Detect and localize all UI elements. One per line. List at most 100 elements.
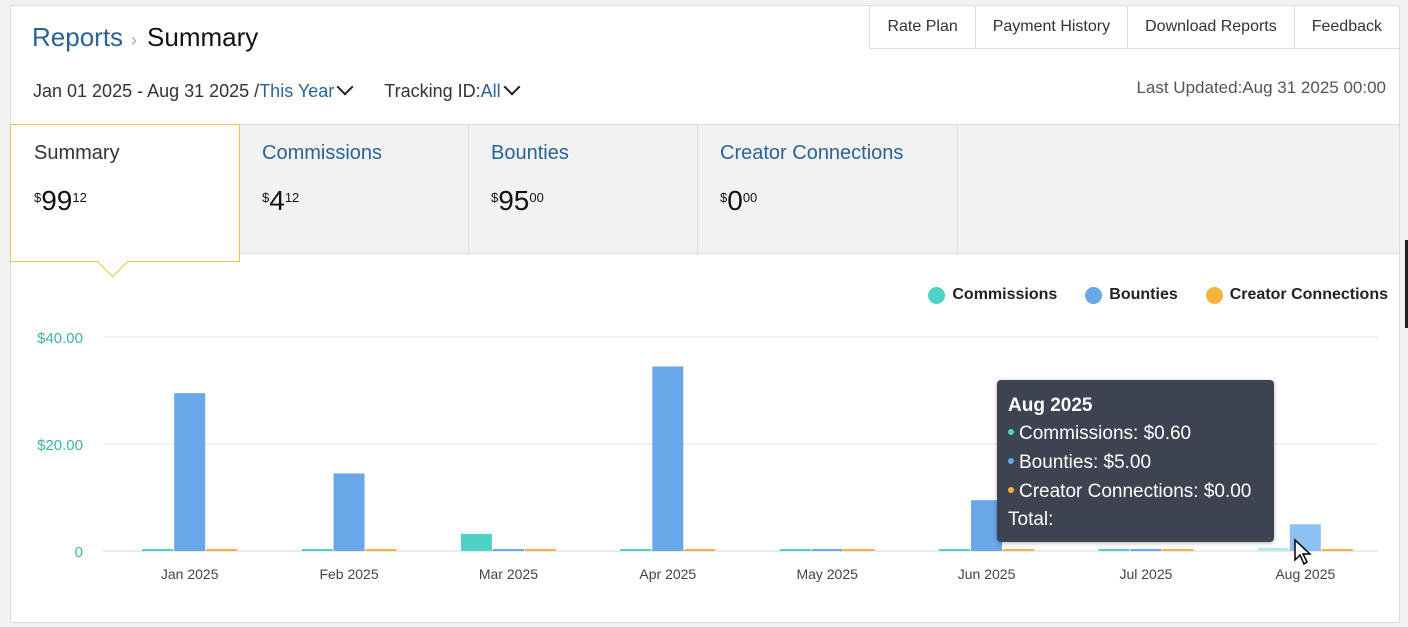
tracking-id-label: Tracking ID: [384, 81, 481, 101]
bar-bounties[interactable] [971, 500, 1003, 551]
bar-bounties[interactable] [174, 393, 206, 551]
y-tick-label: $40.00 [37, 330, 83, 347]
x-tick-label: Jan 2025 [161, 566, 219, 582]
bar-bounties[interactable] [1130, 549, 1162, 551]
report-card: Reports › Summary Rate Plan Payment Histor… [10, 5, 1400, 623]
date-range-text: Jan 01 2025 - Aug 31 2025 / [33, 81, 260, 101]
tracking-id-dropdown[interactable]: All [480, 81, 501, 101]
currency-symbol: $ [491, 190, 499, 205]
amount-whole: 0 [727, 185, 743, 216]
tab-creator-connections-label: Creator Connections [720, 142, 904, 164]
period-dropdown[interactable]: This Year [259, 81, 335, 101]
x-tick-label: Jul 2025 [1119, 566, 1172, 582]
tab-summary-label: Summary [34, 142, 120, 164]
tab-bounties[interactable]: Bounties $9500 [468, 125, 697, 253]
amount-whole: 99 [41, 185, 73, 216]
tooltip-row-text: Creator Connections: $0.00 [1019, 481, 1252, 502]
legend-dot-icon [1085, 286, 1103, 304]
bar-creator-connections[interactable] [1162, 549, 1194, 551]
tab-creator-connections-amount: $000 [720, 185, 757, 217]
bar-bounties[interactable] [652, 366, 684, 551]
amount-whole: 95 [498, 185, 530, 216]
tab-summary-amount: $9912 [34, 185, 87, 217]
bar-commissions[interactable] [779, 549, 811, 551]
amount-cents: 12 [284, 190, 300, 205]
mouse-pointer-icon [1294, 538, 1312, 566]
bar-creator-connections[interactable] [524, 549, 556, 551]
amount-cents: 00 [742, 190, 758, 205]
currency-symbol: $ [34, 190, 42, 205]
legend-item-commissions[interactable]: Commissions [928, 286, 1057, 304]
payment-history-button[interactable]: Payment History [975, 5, 1129, 49]
tab-bounties-label: Bounties [491, 142, 569, 164]
legend-item-bounties[interactable]: Bounties [1085, 286, 1178, 304]
tab-commissions-label: Commissions [262, 142, 383, 164]
tab-commissions[interactable]: Commissions $412 [239, 125, 468, 253]
filter-row: Jan 01 2025 - Aug 31 2025 /This Year Tra… [33, 78, 524, 102]
bar-bounties[interactable] [811, 549, 843, 551]
breadcrumb-separator: › [131, 30, 138, 50]
currency-symbol: $ [262, 190, 270, 205]
tab-divider [697, 125, 698, 253]
feedback-button[interactable]: Feedback [1294, 5, 1400, 49]
bar-creator-connections[interactable] [843, 549, 875, 551]
x-tick-label: Mar 2025 [479, 566, 538, 582]
x-tick-label: May 2025 [796, 566, 858, 582]
breadcrumb: Reports › Summary [32, 22, 258, 53]
bar-creator-connections[interactable] [365, 549, 397, 551]
tooltip-row-text: Commissions: $0.60 [1019, 423, 1192, 444]
chart-tooltip: Aug 2025 Commissions: $0.60 Bounties: $5… [997, 380, 1274, 542]
bar-creator-connections[interactable] [1003, 549, 1035, 551]
bar-commissions[interactable] [142, 549, 174, 551]
amount-whole: 4 [269, 185, 285, 216]
legend-label: Bounties [1109, 286, 1178, 303]
legend-label: Commissions [952, 286, 1058, 303]
legend-dot-icon [1205, 286, 1223, 304]
download-reports-button[interactable]: Download Reports [1128, 5, 1295, 49]
bullet-icon [1008, 487, 1014, 493]
tooltip-row-text: Bounties: $5.00 [1019, 452, 1152, 473]
bar-creator-connections[interactable] [684, 549, 716, 551]
bar-bounties[interactable] [492, 549, 524, 551]
rate-plan-button[interactable]: Rate Plan [869, 5, 976, 49]
amount-cents: 00 [529, 190, 544, 205]
tab-bounties-amount: $9500 [491, 185, 544, 217]
x-tick-label: Feb 2025 [319, 566, 378, 582]
bar-commissions[interactable] [301, 549, 333, 551]
bullet-icon [1008, 458, 1014, 464]
tab-divider [957, 125, 958, 253]
tooltip-row-bounties: Bounties: $5.00 [1008, 452, 1151, 474]
tooltip-row-commissions: Commissions: $0.60 [1008, 423, 1191, 445]
bar-creator-connections[interactable] [1321, 549, 1353, 551]
x-tick-label: Apr 2025 [639, 566, 696, 582]
breadcrumb-reports-link[interactable]: Reports [32, 22, 124, 52]
legend-item-creator-connections[interactable]: Creator Connections [1205, 286, 1388, 304]
tab-commissions-amount: $412 [262, 185, 299, 217]
bar-creator-connections[interactable] [206, 549, 238, 551]
x-tick-label: Aug 2025 [1275, 566, 1335, 582]
tab-divider [468, 125, 469, 253]
y-tick-label: $20.00 [37, 437, 83, 454]
bar-commissions[interactable] [1098, 549, 1130, 551]
summary-tabs: Summary $9912 Commissions $412 Bounties … [10, 124, 1399, 262]
bar-bounties[interactable] [333, 473, 365, 551]
chart-legend: Commissions Bounties Creator Connections [900, 286, 1388, 304]
amount-cents: 12 [72, 190, 87, 205]
bar-commissions[interactable] [620, 549, 652, 551]
currency-symbol: $ [720, 190, 728, 205]
legend-label: Creator Connections [1229, 286, 1388, 303]
tooltip-title: Aug 2025 [1008, 395, 1093, 416]
x-tick-label: Jun 2025 [958, 566, 1016, 582]
bar-commissions[interactable] [939, 549, 971, 551]
legend-dot-icon [928, 286, 946, 304]
scrollbar-edge [1405, 240, 1408, 328]
tooltip-row-creator-connections: Creator Connections: $0.00 [1008, 481, 1251, 503]
top-button-bar: Rate Plan Payment History Download Repor… [869, 5, 1400, 49]
bar-commissions[interactable] [1257, 547, 1289, 551]
tab-summary[interactable]: Summary $9912 [10, 124, 240, 262]
page-title: Summary [147, 22, 259, 52]
y-tick-label: 0 [75, 544, 83, 561]
tab-creator-connections[interactable]: Creator Connections $000 [697, 125, 957, 253]
bar-commissions[interactable] [460, 533, 492, 551]
